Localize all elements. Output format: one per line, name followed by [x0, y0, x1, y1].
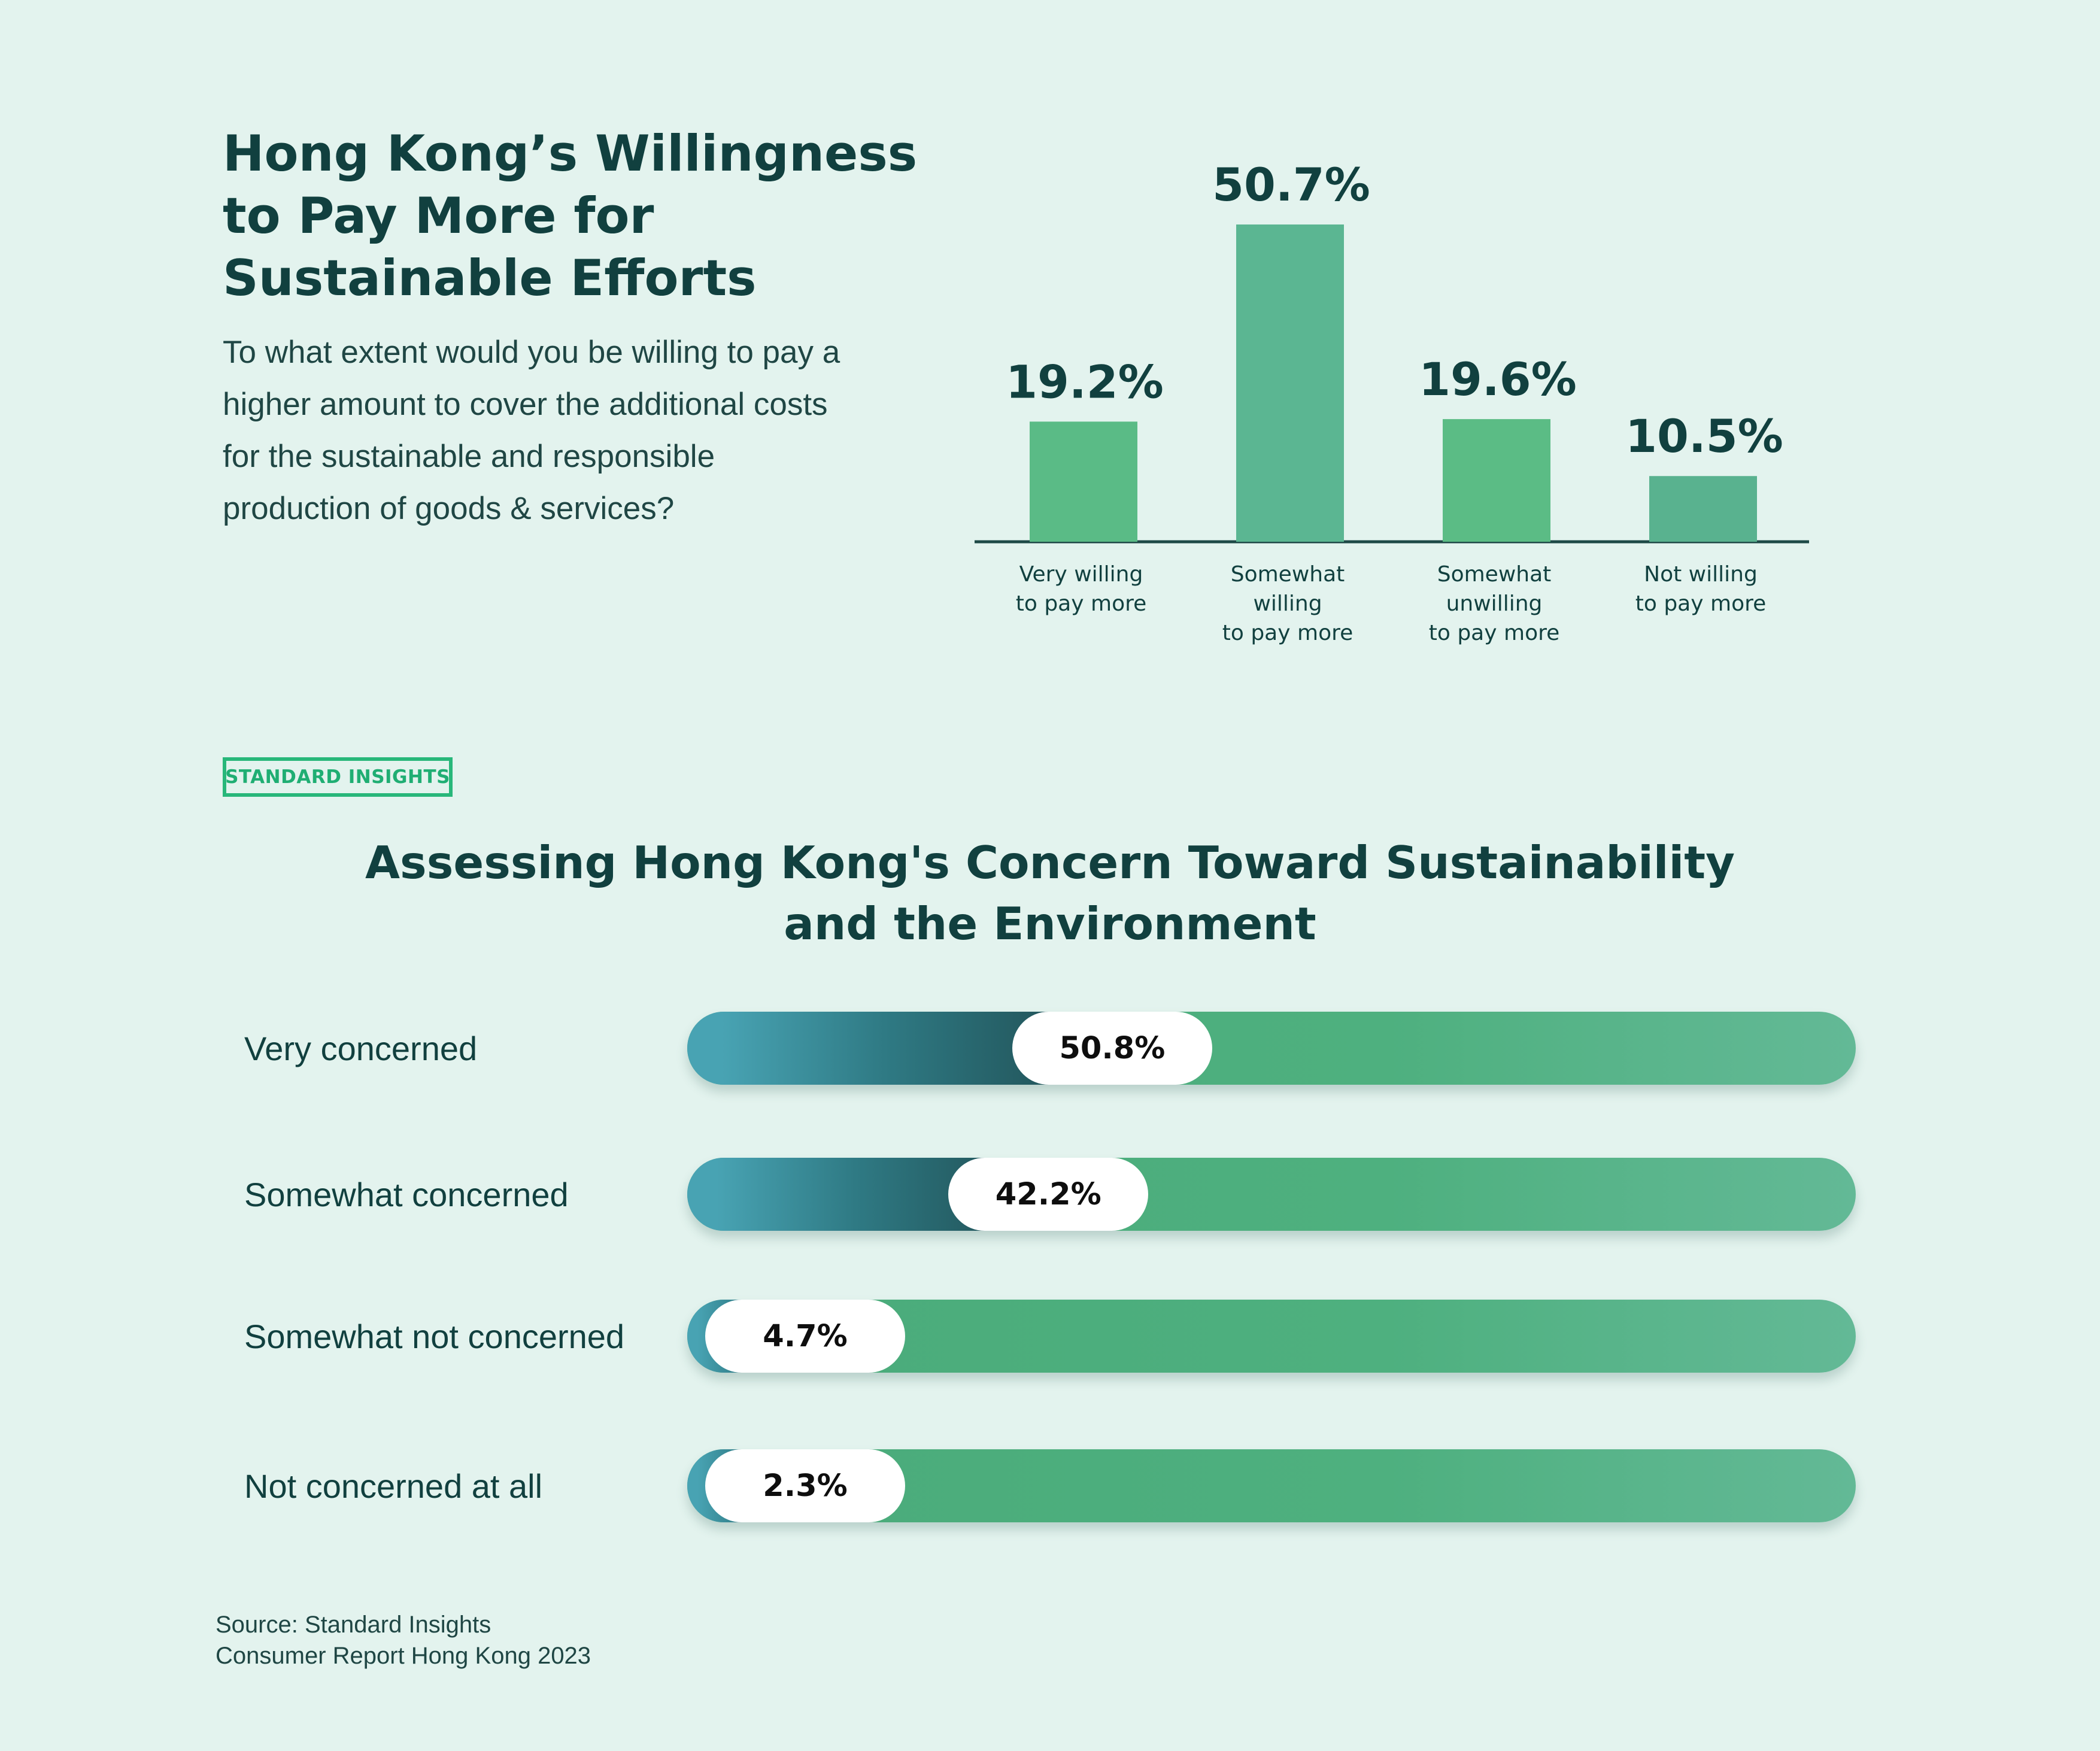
concern-row: Somewhat concerned 42.2% — [0, 1158, 2100, 1231]
question-line: To what extent would you be willing to p… — [223, 335, 840, 370]
source-line: Source: Standard Insights — [216, 1612, 491, 1638]
concern-value-pill: 50.8% — [1012, 1012, 1212, 1085]
concern-track: 42.2% — [687, 1158, 1856, 1231]
concern-label: Somewhat not concerned — [244, 1317, 625, 1355]
concern-label: Very concerned — [244, 1029, 478, 1067]
bar-value-label: 50.7% — [1212, 158, 1370, 211]
concern-value-pill: 4.7% — [705, 1300, 905, 1373]
chart2-title: Assessing Hong Kong's Concern Toward Sus… — [0, 832, 2100, 954]
concern-track: 2.3% — [687, 1449, 1856, 1522]
survey-question: To what extent would you be willing to p… — [223, 326, 941, 535]
chart2-title-line: Assessing Hong Kong's Concern Toward Sus… — [365, 836, 1735, 889]
bar — [1443, 419, 1550, 542]
concern-track: 50.8% — [687, 1012, 1856, 1085]
chart2-title-line: and the Environment — [784, 897, 1316, 950]
concern-value-pill: 42.2% — [948, 1158, 1149, 1231]
source-note: Source: Standard Insights Consumer Repor… — [216, 1609, 814, 1671]
bar — [1030, 421, 1137, 542]
question-line: for the sustainable and responsible — [223, 439, 715, 474]
chart1-title-line: Hong Kong’s Willingness — [223, 125, 918, 183]
concern-row: Not concerned at all 2.3% — [0, 1449, 2100, 1522]
chart1-title: Hong Kong’s Willingness to Pay More for … — [223, 123, 918, 309]
chart1-title-line: Sustainable Efforts — [223, 249, 757, 307]
category-label: Somewhat willing to pay more — [1222, 562, 1354, 645]
category-label: Somewhat unwilling to pay more — [1429, 562, 1560, 645]
willingness-bar-chart: 19.2% Very willing to pay more 50.7% Somewha… — [975, 158, 1809, 645]
concern-row: Very concerned 50.8% — [0, 1012, 2100, 1085]
bar-value-label: 19.6% — [1419, 353, 1577, 406]
chart1-title-line: to Pay More for — [223, 187, 654, 245]
standard-insights-badge: STANDARD INSIGHTS — [223, 757, 453, 797]
source-line: Consumer Report Hong Kong 2023 — [216, 1643, 591, 1669]
concern-value-pill: 2.3% — [705, 1449, 905, 1522]
bar — [1236, 224, 1344, 542]
concern-label: Not concerned at all — [244, 1467, 543, 1505]
bar — [1649, 476, 1757, 542]
question-line: higher amount to cover the additional co… — [223, 387, 828, 422]
question-line: production of goods & services? — [223, 491, 675, 526]
concern-track: 4.7% — [687, 1300, 1856, 1373]
bar-value-label: 10.5% — [1625, 409, 1783, 463]
category-label: Very willing to pay more — [1016, 562, 1147, 616]
category-label: Not willing to pay more — [1635, 562, 1767, 616]
concern-label: Somewhat concerned — [244, 1175, 569, 1213]
bar-value-label: 19.2% — [1006, 355, 1164, 408]
concern-row: Somewhat not concerned 4.7% — [0, 1300, 2100, 1373]
